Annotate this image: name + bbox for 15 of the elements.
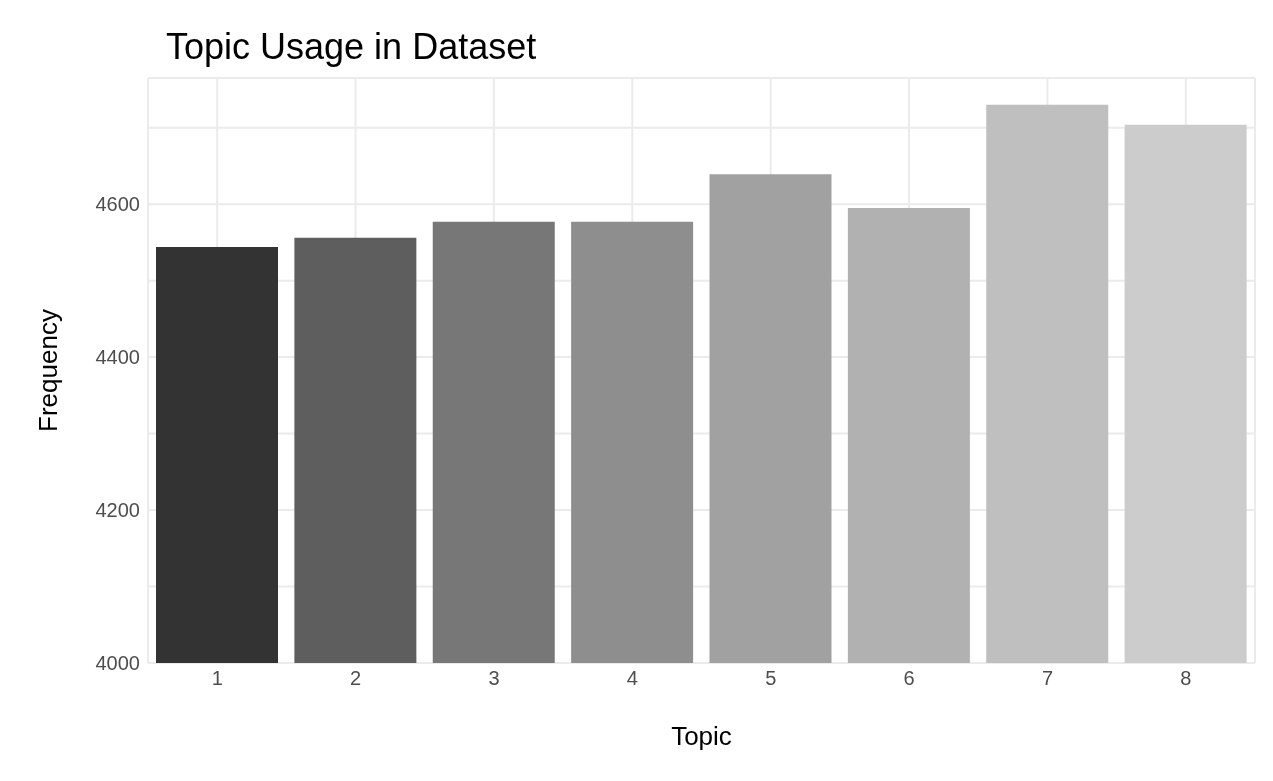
x-tick-label: 5 — [765, 667, 777, 690]
y-tick-label: 4200 — [95, 499, 140, 522]
x-tick-label: 7 — [1041, 667, 1053, 690]
y-tick-label: 4000 — [95, 652, 140, 675]
x-tick-label: 4 — [626, 667, 638, 690]
y-axis-title: Frequency — [33, 309, 64, 432]
x-tick-label: 2 — [350, 667, 362, 690]
y-tick-label: 4400 — [95, 346, 140, 369]
chart-title: Topic Usage in Dataset — [166, 26, 537, 68]
x-tick-label: 3 — [488, 667, 500, 690]
x-tick-label: 1 — [211, 667, 223, 690]
x-tick-label: 8 — [1180, 667, 1192, 690]
x-tick-label: 6 — [903, 667, 915, 690]
x-axis-title: Topic — [671, 721, 732, 751]
y-tick-label: 4600 — [95, 193, 140, 216]
